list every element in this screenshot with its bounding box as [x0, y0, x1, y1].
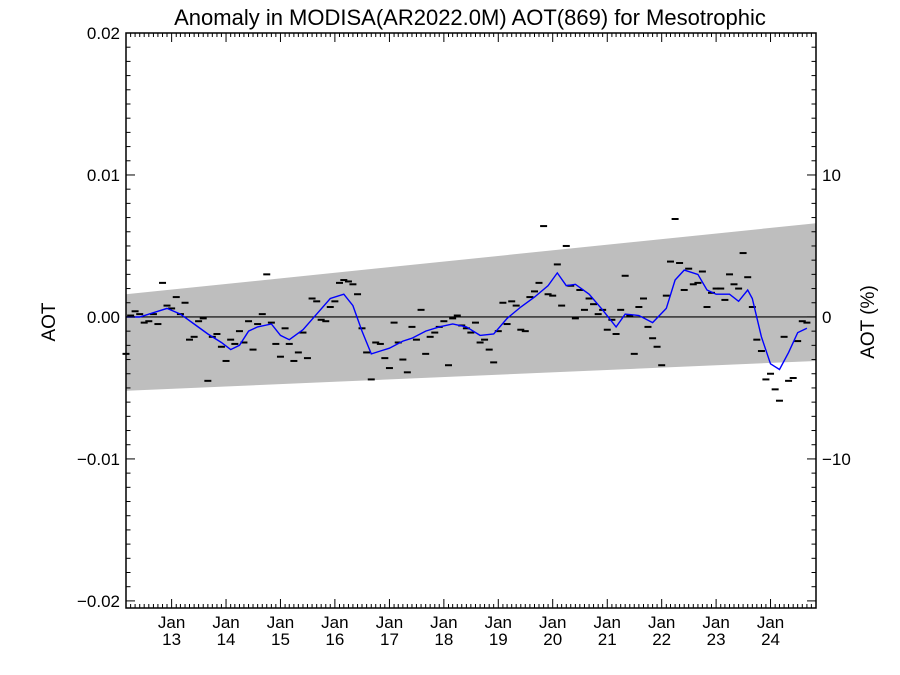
x-tick-month: Jan — [430, 613, 457, 632]
x-tick-month: Jan — [594, 613, 621, 632]
x-tick-month: Jan — [539, 613, 566, 632]
x-tick-month: Jan — [485, 613, 512, 632]
x-tick-month: Jan — [702, 613, 729, 632]
x-tick-year: 24 — [761, 630, 780, 649]
running-mean-line — [126, 269, 808, 371]
x-tick-month: Jan — [212, 613, 239, 632]
x-tick-month: Jan — [757, 613, 784, 632]
y2-tick-label: −10 — [822, 450, 851, 469]
y-tick-label: −0.02 — [77, 592, 120, 611]
x-tick-year: 21 — [598, 630, 617, 649]
x-tick-year: 23 — [707, 630, 726, 649]
y2-tick-label: 10 — [822, 166, 841, 185]
x-tick-month: Jan — [267, 613, 294, 632]
x-tick-year: 18 — [434, 630, 453, 649]
y-tick-label: 0.02 — [87, 24, 120, 43]
x-tick-month: Jan — [376, 613, 403, 632]
band-area — [126, 223, 816, 391]
chart-title: Anomaly in MODISA(AR2022.0M) AOT(869) fo… — [174, 5, 766, 30]
x-tick-year: 17 — [380, 630, 399, 649]
x-tick-year: 16 — [325, 630, 344, 649]
x-tick-year: 13 — [162, 630, 181, 649]
y2-tick-label: 0 — [822, 308, 831, 327]
axes: 0.020.010.00−0.01−0.02100−10Jan13Jan14Ja… — [77, 24, 851, 649]
y2-axis-label: AOT (%) — [858, 285, 879, 359]
x-tick-month: Jan — [648, 613, 675, 632]
x-tick-year: 14 — [217, 630, 236, 649]
x-tick-year: 20 — [543, 630, 562, 649]
x-tick-year: 15 — [271, 630, 290, 649]
monthly-points — [122, 217, 811, 402]
y-tick-label: 0.01 — [87, 166, 120, 185]
running-mean-path — [126, 269, 808, 371]
y-tick-label: 0.00 — [87, 308, 120, 327]
x-tick-month: Jan — [158, 613, 185, 632]
x-tick-year: 22 — [652, 630, 671, 649]
y-tick-label: −0.01 — [77, 450, 120, 469]
uncertainty-band — [126, 223, 816, 391]
x-tick-month: Jan — [321, 613, 348, 632]
x-tick-year: 19 — [489, 630, 508, 649]
y-axis-label: AOT — [39, 302, 60, 341]
